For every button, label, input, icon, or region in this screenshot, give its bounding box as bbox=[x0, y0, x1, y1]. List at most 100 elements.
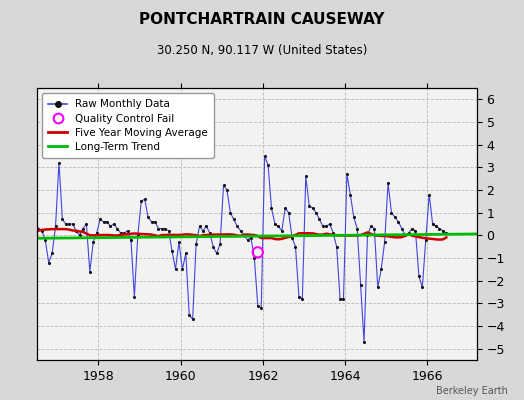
Point bbox=[113, 225, 122, 232]
Point bbox=[14, 205, 22, 211]
Point bbox=[154, 225, 162, 232]
Point bbox=[340, 296, 348, 302]
Point bbox=[137, 198, 146, 204]
Point bbox=[195, 223, 204, 230]
Point bbox=[360, 339, 368, 345]
Point bbox=[240, 232, 248, 238]
Text: 30.250 N, 90.117 W (United States): 30.250 N, 90.117 W (United States) bbox=[157, 44, 367, 57]
Point bbox=[45, 259, 53, 266]
Point bbox=[332, 244, 341, 250]
Point bbox=[92, 230, 101, 236]
Point bbox=[38, 228, 46, 234]
Point bbox=[110, 221, 118, 227]
Point bbox=[96, 216, 104, 223]
Point bbox=[20, 244, 29, 250]
Point bbox=[147, 218, 156, 225]
Point bbox=[89, 239, 97, 245]
Point bbox=[127, 237, 135, 243]
Point bbox=[411, 228, 420, 234]
Point bbox=[405, 230, 413, 236]
Point bbox=[161, 225, 169, 232]
Text: Berkeley Earth: Berkeley Earth bbox=[436, 386, 508, 396]
Point bbox=[305, 203, 313, 209]
Point bbox=[120, 230, 128, 236]
Point bbox=[432, 223, 440, 230]
Point bbox=[27, 216, 36, 223]
Point bbox=[380, 239, 389, 245]
Point bbox=[250, 255, 258, 261]
Point bbox=[370, 225, 378, 232]
Point bbox=[408, 225, 416, 232]
Legend: Raw Monthly Data, Quality Control Fail, Five Year Moving Average, Long-Term Tren: Raw Monthly Data, Quality Control Fail, … bbox=[42, 93, 214, 158]
Point bbox=[82, 221, 91, 227]
Point bbox=[151, 218, 159, 225]
Point bbox=[41, 237, 49, 243]
Point bbox=[243, 237, 252, 243]
Point bbox=[425, 191, 433, 198]
Point bbox=[236, 228, 245, 234]
Point bbox=[48, 250, 56, 257]
Point bbox=[130, 293, 138, 300]
Point bbox=[199, 228, 207, 234]
Point bbox=[51, 223, 60, 230]
Point bbox=[336, 296, 344, 302]
Point bbox=[264, 162, 272, 168]
Point bbox=[391, 214, 399, 220]
Point bbox=[274, 223, 282, 230]
Text: PONTCHARTRAIN CAUSEWAY: PONTCHARTRAIN CAUSEWAY bbox=[139, 12, 385, 27]
Point bbox=[34, 225, 42, 232]
Point bbox=[271, 221, 279, 227]
Point bbox=[174, 239, 183, 245]
Point bbox=[103, 218, 111, 225]
Point bbox=[312, 210, 320, 216]
Point bbox=[356, 282, 365, 288]
Point bbox=[144, 214, 152, 220]
Point bbox=[422, 237, 430, 243]
Point bbox=[168, 248, 176, 254]
Point bbox=[260, 153, 269, 159]
Point bbox=[171, 266, 180, 272]
Point bbox=[100, 218, 108, 225]
Point bbox=[278, 228, 286, 234]
Point bbox=[384, 180, 392, 186]
Point bbox=[185, 312, 193, 318]
Point bbox=[209, 244, 217, 250]
Point bbox=[72, 228, 80, 234]
Point bbox=[343, 171, 351, 177]
Point bbox=[346, 191, 355, 198]
Point bbox=[230, 216, 238, 223]
Point bbox=[374, 284, 382, 291]
Point bbox=[31, 214, 39, 220]
Point bbox=[398, 225, 406, 232]
Point bbox=[182, 250, 190, 257]
Point bbox=[62, 221, 70, 227]
Point bbox=[367, 223, 375, 230]
Point bbox=[202, 223, 211, 230]
Point bbox=[401, 232, 409, 238]
Point bbox=[435, 225, 444, 232]
Point bbox=[309, 205, 317, 211]
Point bbox=[165, 228, 173, 234]
Point bbox=[55, 160, 63, 166]
Point bbox=[223, 187, 231, 193]
Point bbox=[387, 210, 396, 216]
Point bbox=[267, 205, 276, 211]
Point bbox=[192, 241, 200, 248]
Point bbox=[226, 210, 235, 216]
Point bbox=[394, 218, 402, 225]
Point bbox=[442, 230, 451, 236]
Point bbox=[247, 234, 255, 241]
Point bbox=[233, 223, 242, 230]
Point bbox=[140, 196, 149, 202]
Point bbox=[329, 230, 337, 236]
Point bbox=[58, 216, 67, 223]
Point bbox=[319, 223, 327, 230]
Point bbox=[350, 214, 358, 220]
Point bbox=[288, 234, 296, 241]
Point bbox=[429, 221, 437, 227]
Point bbox=[189, 316, 197, 322]
Point bbox=[302, 173, 310, 180]
Point bbox=[377, 266, 385, 272]
Point bbox=[106, 223, 115, 230]
Point bbox=[69, 221, 77, 227]
